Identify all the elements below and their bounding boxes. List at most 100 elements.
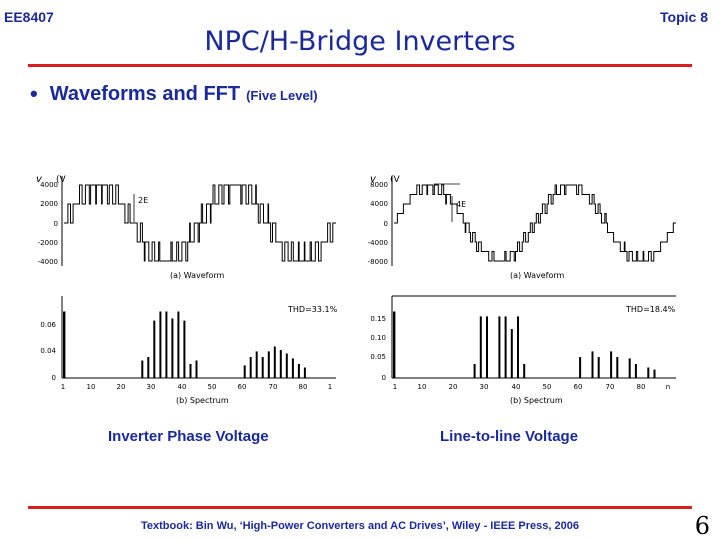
- bottom-divider: [28, 506, 692, 509]
- ytick-label: 0: [384, 220, 388, 228]
- bullet-icon: •: [30, 81, 38, 106]
- ytick-label: 0.05: [370, 353, 386, 361]
- spectrum-bar: [279, 350, 282, 378]
- xtick-label: 1: [61, 383, 65, 391]
- spectrum-bar: [393, 311, 396, 378]
- ytick-label: 0.06: [40, 321, 56, 329]
- spectrum-bar: [517, 316, 519, 378]
- waveform-caption: (a) Waveform: [170, 271, 225, 280]
- spectrum-bar: [195, 360, 198, 378]
- ytick-label: 2000: [40, 200, 58, 208]
- waveform-caption: (a) Waveform: [510, 271, 565, 280]
- line-voltage-figure: v (V 8000 4000 0 -4000 -8000 4E (a) Wave…: [368, 174, 676, 405]
- spectrum-bar: [255, 351, 258, 378]
- xtick-label: 70: [606, 383, 615, 391]
- spectrum-bar: [165, 311, 168, 378]
- spectrum-bar: [303, 367, 306, 378]
- footer-citation: Textbook: Bin Wu, ‘High-Power Converters…: [141, 520, 579, 532]
- ytick-label: -2000: [38, 239, 58, 247]
- xtick-label: 10: [418, 383, 427, 391]
- ytick-label: 8000: [370, 181, 388, 189]
- ytick-label: 0: [382, 374, 386, 382]
- xtick-label: 50: [543, 383, 552, 391]
- line-voltage-caption: Line-to-line Voltage: [440, 428, 579, 445]
- spectrum-bar: [285, 353, 288, 378]
- xtick-label: n: [666, 383, 670, 391]
- spectrum-bar: [153, 320, 156, 378]
- thd-label: THD=33.1%: [287, 305, 338, 314]
- ytick-label: -8000: [368, 258, 388, 266]
- spectrum-bar: [498, 316, 501, 378]
- bullet-subtext: (Five Level): [246, 88, 318, 103]
- xtick-label: 1: [328, 383, 332, 391]
- xtick-label: 1: [393, 383, 397, 391]
- ytick-label: 0: [52, 374, 56, 382]
- spectrum-bar: [473, 364, 476, 378]
- spectrum-bar: [597, 357, 600, 378]
- xtick-label: 60: [574, 383, 583, 391]
- spectrum-bar: [273, 346, 276, 378]
- xtick-label: 80: [299, 383, 308, 391]
- level-annotation: 4E: [456, 200, 466, 209]
- ytick-label: 0: [54, 220, 58, 228]
- spectrum-bar: [267, 351, 270, 378]
- spectrum-caption: (b) Spectrum: [510, 396, 563, 405]
- line-waveform-ylabel-unit: (V: [390, 175, 401, 185]
- ytick-label: 0.10: [370, 334, 386, 342]
- slide-number: 6: [694, 512, 710, 540]
- slide-title: NPC/H-Bridge Inverters: [204, 26, 516, 57]
- ytick-label: 4000: [40, 181, 58, 189]
- spectrum-bar: [486, 316, 488, 378]
- spectrum-bar: [510, 329, 513, 378]
- spectrum-bar: [261, 357, 264, 378]
- spectrum-bar: [579, 357, 582, 378]
- spectrum-bar: [249, 357, 252, 378]
- xtick-label: 70: [269, 383, 278, 391]
- spectrum-bar: [653, 369, 656, 378]
- xtick-label: 40: [512, 383, 521, 391]
- xtick-label: 20: [449, 383, 458, 391]
- ytick-label: -4000: [368, 239, 388, 247]
- topic-label: Topic 8: [660, 9, 708, 25]
- course-code: EE8407: [4, 9, 54, 25]
- xtick-label: 60: [238, 383, 247, 391]
- spectrum-bar: [189, 364, 192, 378]
- spectrum-bar: [647, 367, 650, 378]
- thd-label: THD=18.4%: [625, 305, 676, 314]
- phase-spectrum-plot: 0.06 0.04 0 THD=33.1% 1 10 20 30 40 50 6…: [40, 296, 338, 405]
- xtick-label: 40: [178, 383, 187, 391]
- phase-voltage-figure: v (V 4000 2000 0 -2000 -4000 2E (a) Wave…: [36, 174, 338, 405]
- spectrum-bar: [610, 351, 613, 378]
- phase-waveform-ylabel: v: [36, 174, 43, 185]
- ytick-label: 0.15: [370, 315, 386, 323]
- spectrum-caption: (b) Spectrum: [176, 396, 229, 405]
- spectrum-bar: [141, 360, 144, 378]
- xtick-label: 80: [637, 383, 646, 391]
- ytick-label: 0.04: [40, 347, 56, 355]
- spectrum-bar: [628, 358, 631, 378]
- spectrum-bar: [616, 357, 619, 378]
- line-waveform-plot: v (V 8000 4000 0 -4000 -8000 4E (a) Wave…: [368, 174, 676, 280]
- line-waveform-ylabel: v: [370, 174, 377, 185]
- spectrum-bar: [504, 316, 507, 378]
- spectrum-bar: [159, 311, 162, 378]
- spectrum-bar: [177, 311, 180, 378]
- phase-waveform-plot: v (V 4000 2000 0 -2000 -4000 2E (a) Wave…: [36, 174, 336, 280]
- bullet-text: Waveforms and FFT: [49, 83, 241, 105]
- spectrum-bar: [147, 357, 150, 378]
- line-spectrum-plot: 0.15 0.10 0.05 0 THD=18.4% 1 10 20 30 40…: [370, 295, 676, 405]
- phase-voltage-caption: Inverter Phase Voltage: [108, 428, 269, 445]
- line-voltage-trace: [394, 184, 676, 262]
- xtick-label: 50: [208, 383, 217, 391]
- spectrum-bar: [591, 351, 594, 378]
- spectrum-bar: [291, 358, 294, 378]
- spectrum-bar: [63, 311, 66, 378]
- spectrum-bar: [171, 318, 174, 378]
- bullet-item: • Waveforms and FFT (Five Level): [30, 80, 318, 106]
- xtick-label: 10: [87, 383, 96, 391]
- spectrum-bar: [634, 364, 637, 378]
- xtick-label: 30: [147, 383, 156, 391]
- ytick-label: -4000: [38, 258, 58, 266]
- ytick-label: 4000: [370, 200, 388, 208]
- spectrum-bar: [297, 364, 300, 378]
